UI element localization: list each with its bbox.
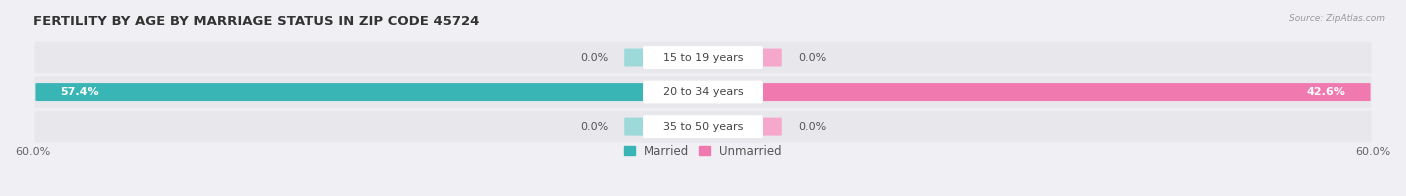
Text: 35 to 50 years: 35 to 50 years bbox=[662, 122, 744, 132]
FancyBboxPatch shape bbox=[643, 81, 763, 103]
Text: Source: ZipAtlas.com: Source: ZipAtlas.com bbox=[1289, 14, 1385, 23]
Text: 15 to 19 years: 15 to 19 years bbox=[662, 53, 744, 63]
FancyBboxPatch shape bbox=[643, 46, 763, 69]
Text: 42.6%: 42.6% bbox=[1306, 87, 1346, 97]
Text: 0.0%: 0.0% bbox=[579, 122, 607, 132]
FancyBboxPatch shape bbox=[703, 49, 782, 66]
FancyBboxPatch shape bbox=[34, 111, 1372, 142]
FancyBboxPatch shape bbox=[643, 115, 763, 138]
Text: FERTILITY BY AGE BY MARRIAGE STATUS IN ZIP CODE 45724: FERTILITY BY AGE BY MARRIAGE STATUS IN Z… bbox=[32, 15, 479, 28]
Text: 57.4%: 57.4% bbox=[60, 87, 100, 97]
FancyBboxPatch shape bbox=[703, 118, 782, 136]
Legend: Married, Unmarried: Married, Unmarried bbox=[620, 140, 786, 162]
FancyBboxPatch shape bbox=[624, 49, 703, 66]
FancyBboxPatch shape bbox=[34, 76, 1372, 108]
FancyBboxPatch shape bbox=[35, 83, 703, 101]
Text: 0.0%: 0.0% bbox=[579, 53, 607, 63]
Text: 0.0%: 0.0% bbox=[799, 53, 827, 63]
FancyBboxPatch shape bbox=[624, 118, 703, 136]
FancyBboxPatch shape bbox=[703, 83, 1371, 101]
FancyBboxPatch shape bbox=[34, 42, 1372, 74]
Text: 0.0%: 0.0% bbox=[799, 122, 827, 132]
Text: 20 to 34 years: 20 to 34 years bbox=[662, 87, 744, 97]
